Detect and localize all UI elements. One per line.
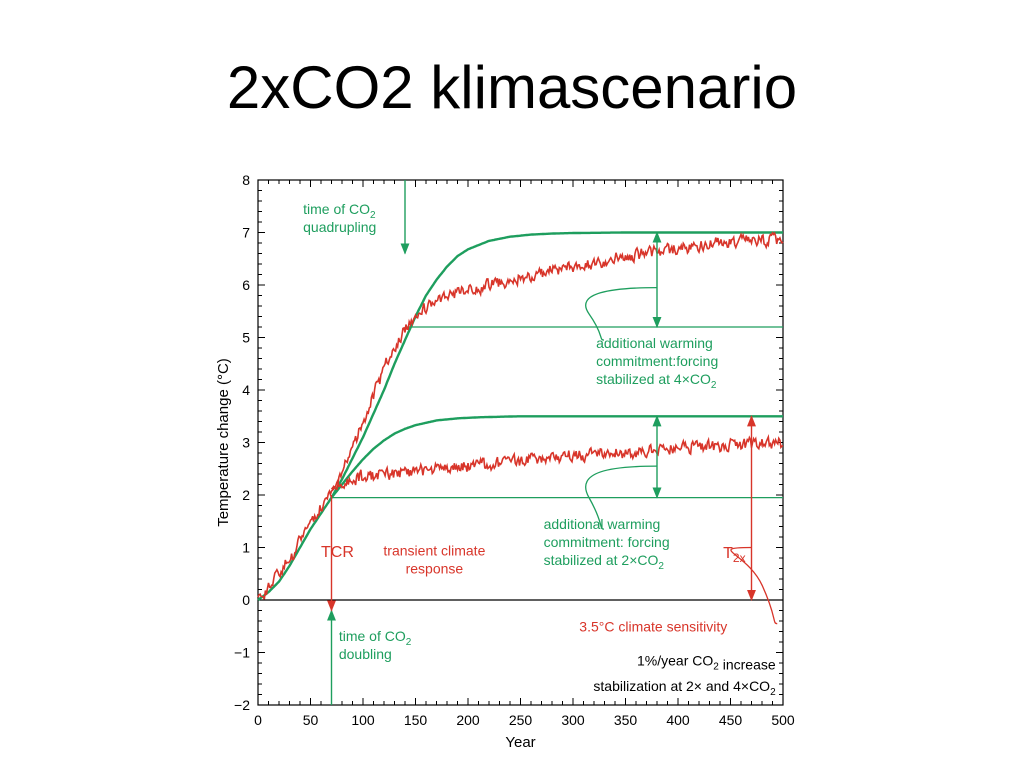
annotation-subscript: 2x (733, 551, 746, 565)
y-tick-label: 6 (242, 277, 250, 293)
y-tick-label: −2 (234, 697, 250, 713)
model-curve-smooth (257, 231, 783, 601)
y-axis-label: Temperature change (°C) (215, 358, 232, 527)
x-tick-label: 350 (614, 712, 638, 728)
x-tick-label: 400 (666, 712, 690, 728)
slide-title: 2xCO2 klimascenario (226, 54, 798, 121)
y-tick-label: 4 (242, 382, 250, 398)
y-tick-label: −1 (234, 645, 250, 661)
annotation-text: T2x (723, 545, 745, 565)
annotation-text: quadrupling (303, 219, 376, 235)
x-tick-label: 200 (456, 712, 480, 728)
annotation-text-part: commitment: forcing (544, 534, 670, 550)
x-tick-label: 300 (561, 712, 585, 728)
y-tick-label: 7 (242, 225, 250, 241)
annotation-text-part: response (406, 560, 464, 576)
annotation-text-part: doubling (339, 646, 392, 662)
annotation-text: additional warming (596, 335, 713, 351)
annotation-leader-line (730, 546, 778, 625)
annotation-text: commitment:forcing (596, 353, 718, 369)
annotation-text-part: stabilized at 4×CO (596, 371, 711, 387)
annotation-subscript: 2 (658, 561, 664, 572)
annotation-text: stabilized at 4×CO2 (596, 371, 717, 391)
y-tick-label: 0 (242, 592, 250, 608)
annotation-text-part: stabilized at 2×CO (544, 552, 659, 568)
annotation-text-part: additional warming (596, 335, 713, 351)
annotation-text-part: time of CO (303, 201, 370, 217)
x-tick-label: 150 (404, 712, 428, 728)
y-tick-label: 8 (242, 172, 250, 188)
annotation-text: stabilized at 2×CO2 (544, 552, 665, 572)
annotation-text-part: quadrupling (303, 219, 376, 235)
x-tick-label: 100 (351, 712, 375, 728)
annotation-text: response (406, 560, 464, 576)
annotation-subscript: 2 (713, 662, 719, 673)
annotation-text: stabilization at 2× and 4×CO2 (593, 678, 776, 698)
annotation-text: additional warming (544, 516, 661, 532)
annotation-leader-line (585, 465, 658, 530)
x-tick-label: 450 (719, 712, 743, 728)
x-tick-label: 0 (254, 712, 262, 728)
x-tick-label: 250 (509, 712, 533, 728)
annotation-text-part: TCR (321, 544, 354, 561)
annotation-text: transient climate (383, 542, 485, 558)
annotation-text-part: 1%/year CO (637, 653, 713, 669)
annotation-text: time of CO2 (339, 628, 412, 648)
annotation-text-part: 3.5°C climate sensitivity (579, 619, 727, 635)
annotation-text-part: time of CO (339, 628, 406, 644)
simulated-temperature-curve (257, 231, 784, 600)
annotation-subscript: 2 (711, 380, 717, 391)
annotation-text: doubling (339, 646, 392, 662)
x-tick-label: 500 (771, 712, 795, 728)
x-axis-label: Year (505, 734, 535, 751)
annotation-text-part: increase (719, 657, 776, 673)
annotation-leader-line (585, 286, 658, 341)
annotation-text: 1%/year CO2 increase (637, 653, 776, 673)
y-tick-label: 3 (242, 435, 250, 451)
annotation-text-part: additional warming (544, 516, 661, 532)
annotation-text-part: stabilization at 2× and 4×CO (593, 678, 770, 694)
annotation-text: time of CO2 (303, 201, 376, 221)
annotation-subscript: 2 (770, 687, 776, 698)
annotation-subscript: 2 (406, 637, 412, 648)
y-tick-label: 5 (242, 330, 250, 346)
y-tick-label: 2 (242, 487, 250, 503)
annotation-text: TCR (321, 544, 354, 561)
annotation-subscript: 2 (370, 210, 376, 221)
x-tick-label: 50 (303, 712, 319, 728)
annotation-text: 3.5°C climate sensitivity (579, 619, 727, 635)
model-curve-smooth (330, 415, 783, 499)
annotation-text-part: T (723, 545, 733, 562)
y-tick-label: 1 (242, 540, 250, 556)
annotation-text-part: commitment:forcing (596, 353, 718, 369)
simulated-temperature-curve (330, 433, 784, 491)
annotation-text-part: transient climate (383, 542, 485, 558)
annotation-text: commitment: forcing (544, 534, 670, 550)
